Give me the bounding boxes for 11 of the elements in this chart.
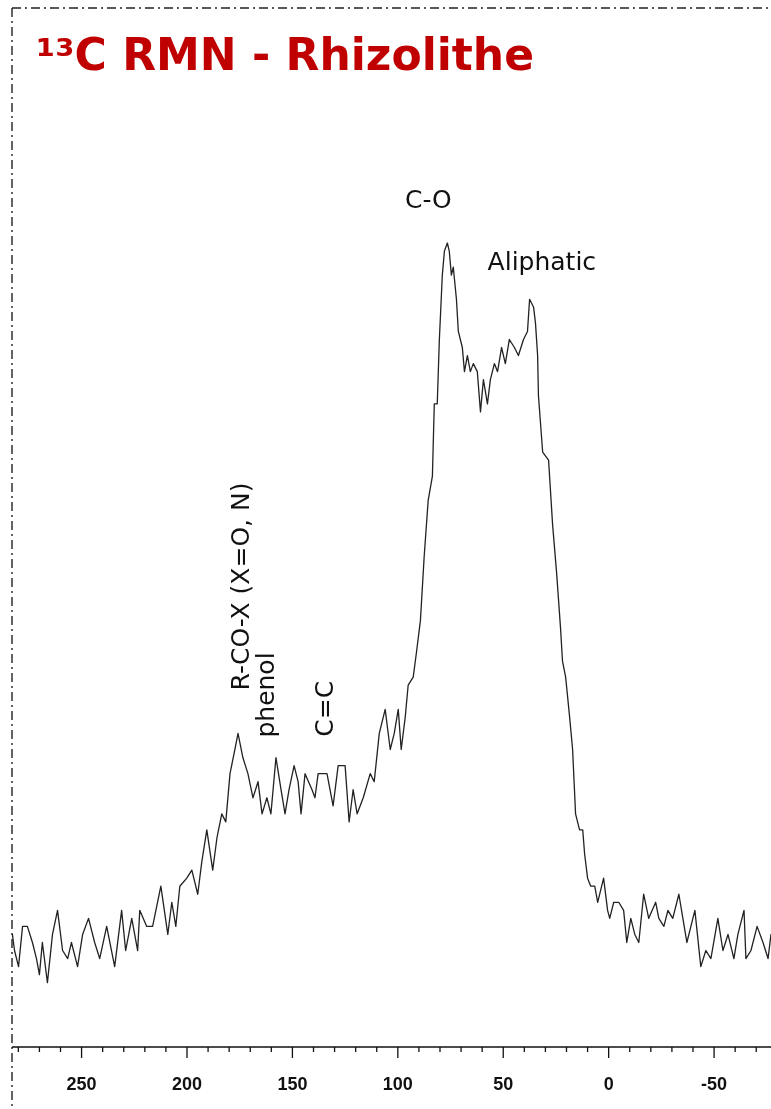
x-tick-label: 50	[493, 1074, 514, 1094]
annotation: C=C	[309, 680, 339, 737]
x-tick-label: 100	[382, 1074, 413, 1094]
x-tick-label: 250	[66, 1074, 97, 1094]
x-tick-label: 150	[277, 1074, 308, 1094]
x-tick-label: -50	[701, 1074, 728, 1094]
annotation: Aliphatic	[487, 247, 597, 277]
x-tick-label: 0	[603, 1074, 614, 1094]
chart-title: ¹³C RMN - Rhizolithe	[36, 29, 535, 80]
x-tick-label: 200	[171, 1074, 203, 1094]
annotation: C-O	[404, 185, 452, 214]
